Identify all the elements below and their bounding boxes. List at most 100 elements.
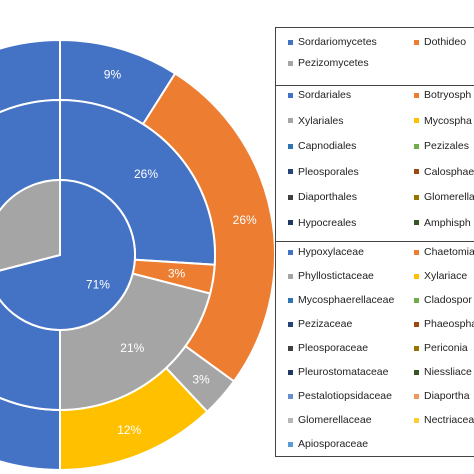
legend-item: Pleosporaceae — [288, 342, 368, 354]
legend-label: Pezizomycetes — [298, 57, 369, 69]
legend-label: Hypocreales — [298, 216, 357, 229]
outer-ring-label-0: 9% — [104, 67, 122, 81]
legend-swatch — [414, 220, 419, 225]
legend-label: Hypoxylaceae — [298, 246, 364, 258]
legend-item: Pleosporales — [288, 166, 359, 178]
legend-swatch — [414, 249, 419, 255]
legend-label: Pleosporaceae — [298, 342, 369, 354]
legend-item: Cladospor — [414, 294, 472, 306]
legend-item: Chaetomia — [414, 246, 474, 258]
middle-ring-label-2: 21% — [120, 341, 144, 355]
legend-label: Amphisph — [424, 216, 471, 229]
legend-swatch — [288, 92, 293, 98]
legend-label: Pezizaceae — [298, 318, 353, 330]
legend-item: Xylariales — [288, 115, 344, 127]
legend-item: Sordariales — [288, 89, 351, 101]
legend-label: Pezizales — [424, 140, 469, 152]
legend-swatch — [414, 118, 419, 123]
legend-swatch — [288, 194, 293, 200]
legend-swatch — [414, 169, 419, 174]
legend-swatch — [288, 321, 293, 327]
legend-group-order: Sordariales Botryosph Xylariales Mycospha Ca… — [276, 85, 474, 242]
inner-ring-label-0: 71% — [86, 277, 110, 291]
legend-label: Cladospor — [424, 294, 472, 306]
legend-item: Pezizales — [414, 140, 469, 152]
legend-swatch — [288, 345, 293, 351]
legend-item: Periconia — [414, 342, 468, 354]
chart-legend: Sordariomycetes Dothideo Pezizomycetes Sor… — [275, 27, 474, 457]
legend-label: Nectriacea — [424, 414, 474, 426]
legend-swatch — [414, 39, 419, 45]
legend-label: Mycosphaerellaceae — [298, 294, 395, 306]
middle-ring-label-0: 26% — [134, 167, 158, 181]
legend-item: Hypocreales — [288, 217, 356, 229]
legend-item: Pezizomycetes — [288, 57, 369, 69]
outer-ring-slice-4 — [0, 38, 61, 472]
legend-swatch — [288, 169, 293, 174]
middle-ring-slice-3 — [0, 98, 61, 412]
legend-label: Dothideo — [424, 36, 467, 48]
legend-label: Mycospha — [424, 114, 472, 127]
legend-label: Pleosporales — [298, 165, 359, 178]
legend-label: Calosphae — [424, 165, 474, 178]
outer-ring-label-3: 12% — [117, 423, 141, 437]
legend-item: Glomerellaceae — [288, 414, 372, 426]
legend-item: Pleurostomataceae — [288, 366, 388, 378]
legend-swatch — [288, 417, 293, 423]
legend-label: Sordariomycetes — [298, 36, 377, 48]
legend-item: Diaportha — [414, 390, 470, 402]
legend-item: Phaeospha — [414, 318, 474, 330]
legend-label: Xylariace — [424, 270, 468, 282]
legend-label: Diaporthales — [298, 191, 357, 203]
legend-label: Glomerellaceae — [298, 414, 372, 426]
legend-label: Niessliace — [424, 366, 472, 378]
legend-swatch — [288, 39, 293, 45]
outer-ring-label-2: 3% — [192, 372, 210, 386]
legend-group-class: Sordariomycetes Dothideo Pezizomycetes — [276, 28, 474, 85]
legend-item: Capnodiales — [288, 140, 356, 152]
legend-label: Apiosporaceae — [298, 438, 369, 450]
legend-item: Niessliace — [414, 366, 472, 378]
legend-item: Diaporthales — [288, 191, 357, 203]
legend-label: Botryosph — [424, 89, 472, 101]
legend-swatch — [288, 441, 293, 447]
legend-swatch — [288, 369, 293, 375]
legend-item: Nectriacea — [414, 414, 474, 426]
legend-item: Apiosporaceae — [288, 438, 368, 450]
legend-swatch — [414, 393, 419, 399]
legend-swatch — [288, 249, 293, 255]
legend-swatch — [414, 369, 419, 375]
legend-item: Hypoxylaceae — [288, 246, 364, 258]
legend-swatch — [414, 321, 419, 327]
legend-item: Phyllostictaceae — [288, 270, 374, 282]
legend-swatch — [414, 92, 419, 98]
legend-item: Calosphae — [414, 166, 474, 178]
legend-item: Pestalotiopsidaceae — [288, 390, 392, 402]
legend-swatch — [414, 345, 419, 351]
legend-swatch — [288, 143, 293, 149]
legend-swatch — [288, 273, 293, 279]
legend-label: Phyllostictaceae — [298, 270, 374, 282]
legend-label: Pestalotiopsidaceae — [298, 390, 392, 402]
legend-swatch — [414, 297, 419, 303]
legend-item: Amphisph — [414, 217, 471, 229]
legend-swatch — [414, 143, 419, 149]
legend-item: Mycospha — [414, 115, 472, 127]
legend-swatch — [288, 393, 293, 399]
middle-ring-label-1: 3% — [168, 266, 186, 280]
legend-label: Glomerella — [424, 191, 474, 203]
legend-label: Phaeospha — [424, 318, 474, 330]
legend-label: Xylariales — [298, 114, 344, 127]
legend-item: Pezizaceae — [288, 318, 352, 330]
legend-label: Capnodiales — [298, 140, 357, 152]
legend-swatch — [288, 118, 293, 123]
legend-swatch — [288, 220, 293, 225]
legend-label: Chaetomia — [424, 246, 474, 258]
legend-label: Periconia — [424, 342, 468, 354]
inner-ring-slice-0 — [0, 178, 136, 331]
legend-label: Diaportha — [424, 390, 470, 402]
legend-swatch — [288, 297, 293, 303]
legend-label: Sordariales — [298, 89, 352, 101]
legend-swatch — [414, 194, 419, 200]
